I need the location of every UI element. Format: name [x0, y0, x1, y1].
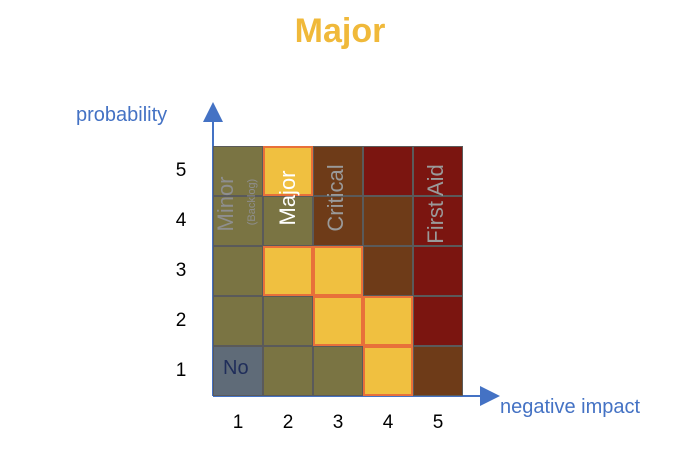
matrix-cell-first-aid — [413, 146, 463, 196]
matrix-cell-major — [313, 296, 363, 346]
x-tick-label: 2 — [282, 412, 294, 433]
matrix-cell-critical — [363, 196, 413, 246]
matrix-cell-minor — [213, 196, 263, 246]
matrix-cell-critical — [313, 196, 363, 246]
y-tick-label: 3 — [175, 260, 187, 281]
matrix-cell-minor — [213, 146, 263, 196]
y-tick-label: 2 — [175, 310, 187, 331]
y-tick-label: 5 — [175, 160, 187, 181]
x-tick-label: 5 — [432, 412, 444, 433]
page-title: Major — [294, 12, 386, 50]
matrix-cell-minor — [213, 296, 263, 346]
x-tick-label: 4 — [382, 412, 394, 433]
y-tick-label: 1 — [175, 360, 187, 381]
matrix-cell-major — [263, 146, 313, 196]
y-axis-label: probability — [76, 104, 168, 126]
matrix-cell-major — [313, 246, 363, 296]
matrix-cell-first-aid — [363, 146, 413, 196]
matrix-cell-critical — [363, 246, 413, 296]
matrix-cell-critical — [313, 146, 363, 196]
matrix-cell-minor — [213, 246, 263, 296]
zone-label-critical: Critical — [323, 164, 348, 232]
matrix-cell-first-aid — [413, 196, 463, 246]
matrix-cell-major — [363, 346, 413, 396]
matrix-cell-minor — [313, 346, 363, 396]
matrix-cell-critical — [413, 346, 463, 396]
matrix-cell-first-aid — [413, 296, 463, 346]
matrix-cell-major — [363, 296, 413, 346]
x-tick-label: 1 — [232, 412, 244, 433]
x-tick-label: 3 — [332, 412, 344, 433]
matrix-cell-major — [263, 246, 313, 296]
matrix-cell-minor — [263, 296, 313, 346]
zone-label-major: Major — [275, 170, 300, 226]
x-axis-label: negative impact — [500, 396, 641, 418]
matrix-cell-minor — [263, 196, 313, 246]
zone-label-backlog: (Backlog) — [246, 178, 258, 226]
y-tick-label: 4 — [175, 210, 187, 231]
zone-label-first-aid: First Aid — [423, 164, 448, 244]
zone-label-minor: Minor — [213, 176, 238, 232]
zone-label-no: No — [223, 357, 249, 379]
matrix-cell-no — [213, 346, 263, 396]
matrix-cell-first-aid — [413, 246, 463, 296]
matrix-cell-minor — [263, 346, 313, 396]
